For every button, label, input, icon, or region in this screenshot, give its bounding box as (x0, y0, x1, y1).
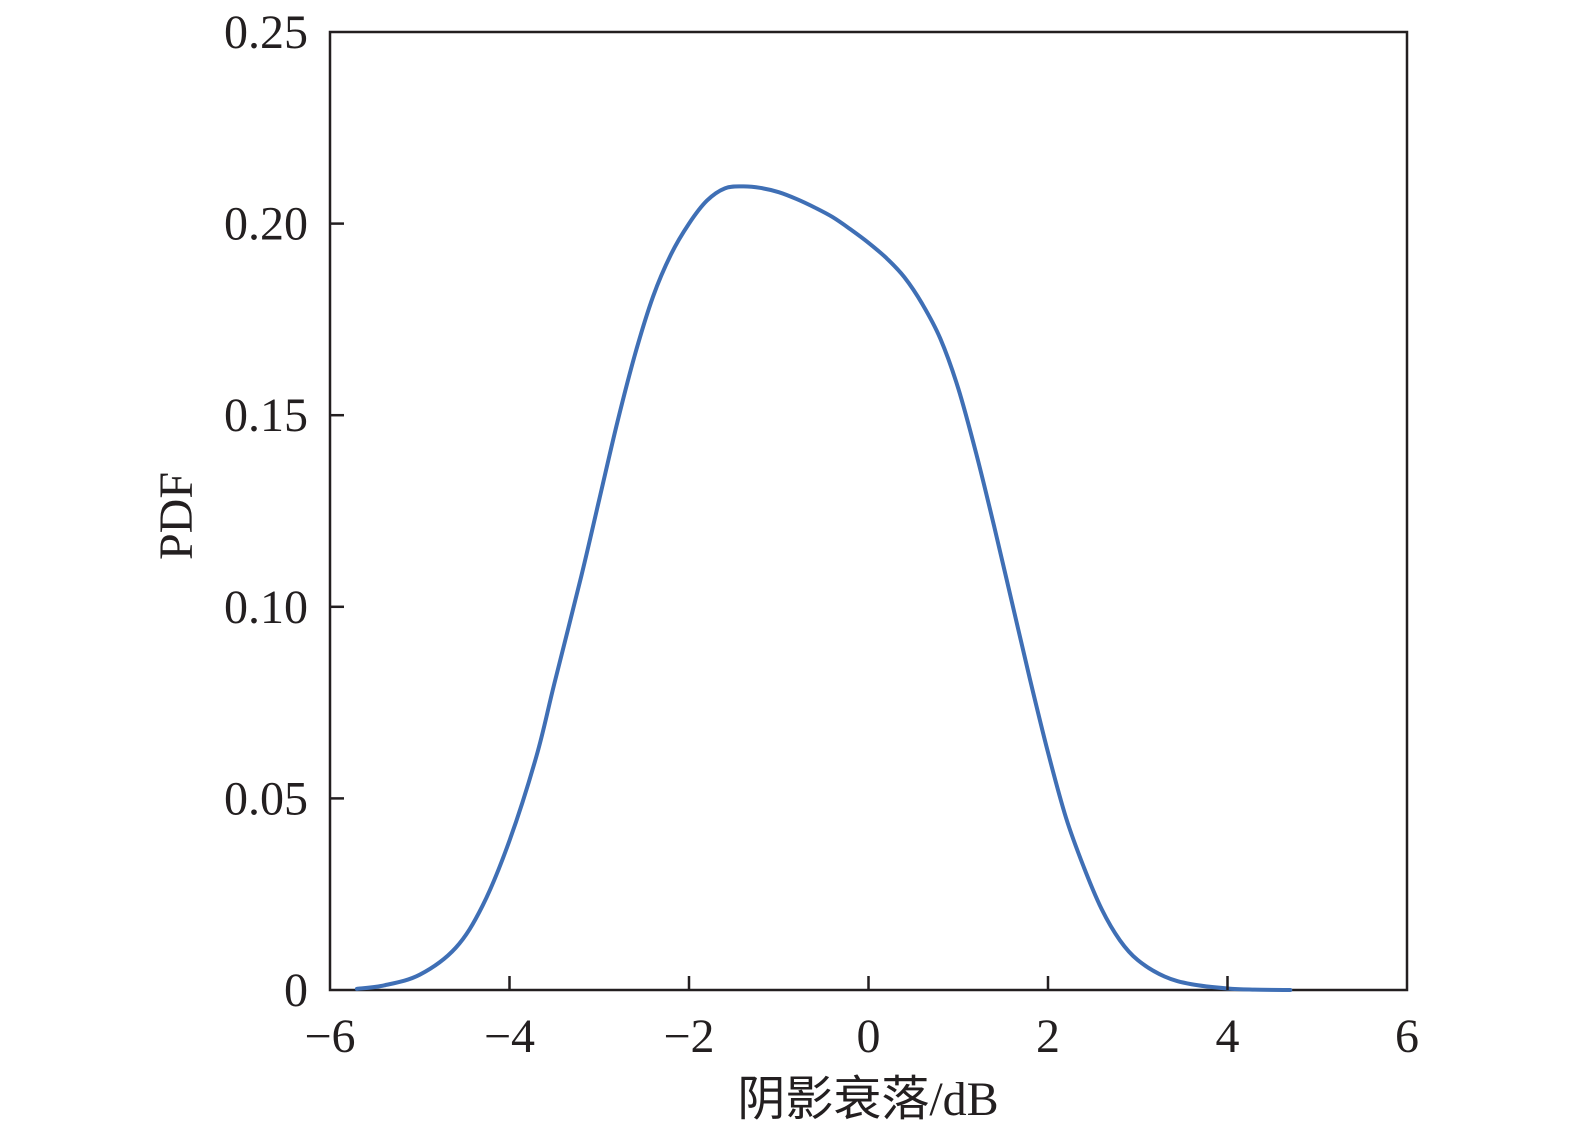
x-tick-label: 0 (857, 1010, 881, 1063)
x-tick-label: −4 (484, 1010, 535, 1063)
x-tick-label: −2 (663, 1010, 714, 1063)
x-axis-ticks: −6 −4 −2 0 2 4 6 (304, 976, 1419, 1063)
x-tick-label: −6 (304, 1010, 355, 1063)
y-tick-label: 0 (284, 964, 308, 1017)
pdf-curve (354, 184, 1293, 992)
y-tick-label: 0.20 (224, 198, 308, 251)
y-axis-ticks: 0 0.05 0.10 0.15 0.20 0.25 (224, 6, 344, 1017)
y-axis-label: PDF (150, 472, 203, 560)
plot-frame (328, 30, 1409, 992)
plot-area (328, 30, 1409, 992)
x-tick-label: 6 (1395, 1010, 1419, 1063)
y-tick-label: 0.05 (224, 772, 308, 825)
x-tick-label: 2 (1036, 1010, 1060, 1063)
x-axis-label: 阴影衰落/dB (737, 1073, 998, 1126)
x-tick-label: 4 (1216, 1010, 1240, 1063)
y-tick-label: 0.15 (224, 389, 308, 442)
y-tick-label: 0.10 (224, 581, 308, 634)
y-tick-label: 0.25 (224, 6, 308, 59)
